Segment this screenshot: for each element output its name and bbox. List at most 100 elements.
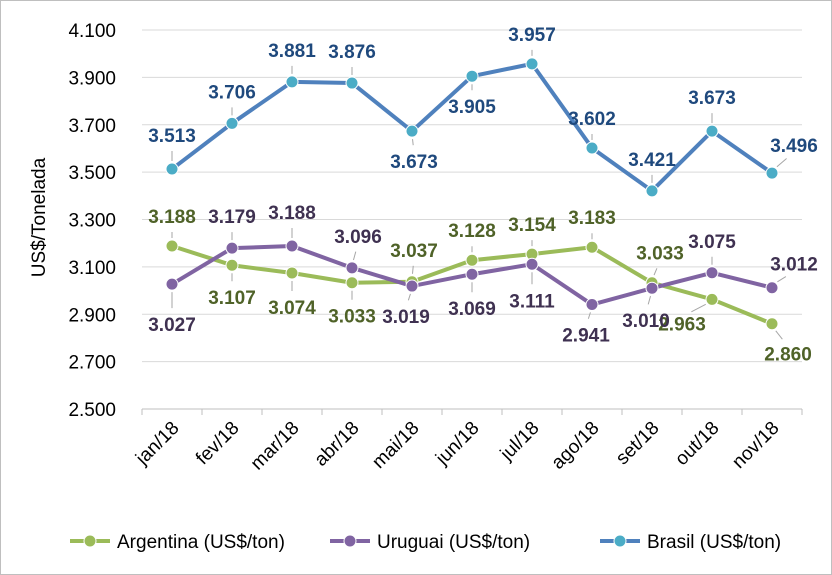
x-tick-label: set/18 — [612, 418, 663, 469]
data-label: 3.513 — [148, 126, 196, 147]
data-label: 3.075 — [688, 232, 736, 253]
data-label: 3.096 — [334, 227, 382, 248]
data-label: 3.074 — [268, 298, 316, 319]
data-label: 3.107 — [208, 288, 256, 309]
data-label: 3.111 — [509, 291, 555, 312]
legend-entry: Uruguai (US$/ton) — [377, 532, 530, 553]
data-label: 3.012 — [770, 255, 818, 276]
data-point — [525, 257, 539, 271]
y-tick-label: 2.900 — [68, 305, 116, 326]
data-point — [585, 141, 599, 155]
leader-line — [777, 276, 787, 283]
leader-line — [407, 293, 411, 301]
data-label: 3.421 — [628, 150, 676, 171]
x-tick-label: fev/18 — [192, 418, 243, 469]
y-tick-label: 3.300 — [68, 211, 116, 232]
data-label: 3.154 — [508, 215, 556, 236]
leader-line — [352, 251, 357, 261]
data-point — [645, 184, 659, 198]
data-point — [765, 166, 779, 180]
data-point — [465, 267, 479, 281]
data-label: 3.179 — [208, 207, 256, 228]
data-point — [285, 75, 299, 89]
data-point — [585, 240, 599, 254]
data-point — [225, 116, 239, 130]
data-label: 3.183 — [568, 208, 616, 229]
data-label: 3.876 — [328, 42, 376, 63]
data-label: 3.033 — [636, 244, 684, 265]
data-point — [465, 253, 479, 267]
data-point — [705, 124, 719, 138]
x-tick-label: abr/18 — [311, 418, 364, 471]
data-labels: 3.188 3.107 3.074 3.033 3.037 3.128 3.154 3.183… — [148, 25, 818, 366]
data-label: 3.496 — [770, 136, 818, 157]
data-point — [165, 277, 179, 291]
leader-line — [691, 303, 706, 313]
data-label: 2.963 — [658, 314, 706, 335]
data-point — [465, 69, 479, 83]
y-tick-label: 3.100 — [68, 258, 116, 279]
data-point — [345, 261, 359, 275]
y-tick-label: 2.500 — [68, 400, 116, 421]
data-label: 3.602 — [568, 109, 616, 130]
data-point — [165, 239, 179, 253]
x-tick-label: mai/18 — [368, 418, 423, 473]
leader-line — [653, 268, 658, 276]
data-label: 3.905 — [448, 97, 496, 118]
data-label: 3.128 — [448, 221, 496, 242]
data-label: 3.188 — [148, 207, 196, 228]
leader-line — [775, 330, 783, 340]
data-point — [285, 239, 299, 253]
legend-swatch-marker — [83, 534, 97, 548]
data-label: 2.941 — [562, 326, 610, 347]
data-point — [285, 266, 299, 280]
y-tick-label: 3.900 — [68, 68, 116, 89]
leader-line — [587, 312, 591, 319]
data-label: 2.860 — [764, 345, 812, 366]
data-point — [705, 266, 719, 280]
data-point — [165, 162, 179, 176]
y-axis-label: US$/Tonelada — [29, 157, 50, 277]
data-point — [345, 76, 359, 90]
x-tick-label: ago/18 — [548, 418, 604, 474]
legend-swatch-marker — [613, 534, 627, 548]
data-label: 3.957 — [508, 25, 556, 46]
data-label: 3.027 — [148, 315, 196, 336]
data-label: 3.881 — [268, 41, 316, 62]
data-point — [765, 281, 779, 295]
x-tick-label: jun/18 — [431, 418, 483, 470]
x-tick-label: jul/18 — [496, 418, 544, 466]
data-point — [225, 258, 239, 272]
data-point — [225, 241, 239, 255]
leader-line — [412, 265, 414, 274]
leader-lines — [171, 49, 787, 340]
legend-entry: Argentina (US$/ton) — [117, 532, 285, 553]
y-tick-label: 3.700 — [68, 116, 116, 137]
series-markers — [165, 57, 779, 331]
data-label: 3.673 — [688, 88, 736, 109]
data-label: 3.037 — [390, 241, 438, 262]
data-label: 3.033 — [328, 307, 376, 328]
x-tick-label: mar/18 — [247, 418, 304, 475]
data-point — [405, 279, 419, 293]
y-tick-label: 4.100 — [68, 21, 116, 42]
leader-line — [776, 158, 787, 168]
data-label: 3.010 — [622, 311, 670, 332]
leader-line — [412, 139, 414, 146]
y-tick-label: 3.500 — [68, 163, 116, 184]
data-point — [645, 281, 659, 295]
x-tick-label: out/18 — [671, 418, 723, 470]
legend-entry: Brasil (US$/ton) — [647, 532, 781, 553]
data-point — [405, 124, 419, 138]
data-point — [585, 298, 599, 312]
data-label: 3.706 — [208, 82, 256, 103]
data-point — [345, 276, 359, 290]
leader-line — [647, 295, 652, 305]
legend: Argentina (US$/ton) Uruguai (US$/ton) Bras… — [70, 532, 781, 553]
x-tick-label: nov/18 — [728, 418, 783, 473]
data-point — [525, 57, 539, 71]
x-tick-label: jan/18 — [131, 418, 183, 470]
data-label: 3.188 — [268, 203, 316, 224]
y-tick-label: 2.700 — [68, 353, 116, 374]
